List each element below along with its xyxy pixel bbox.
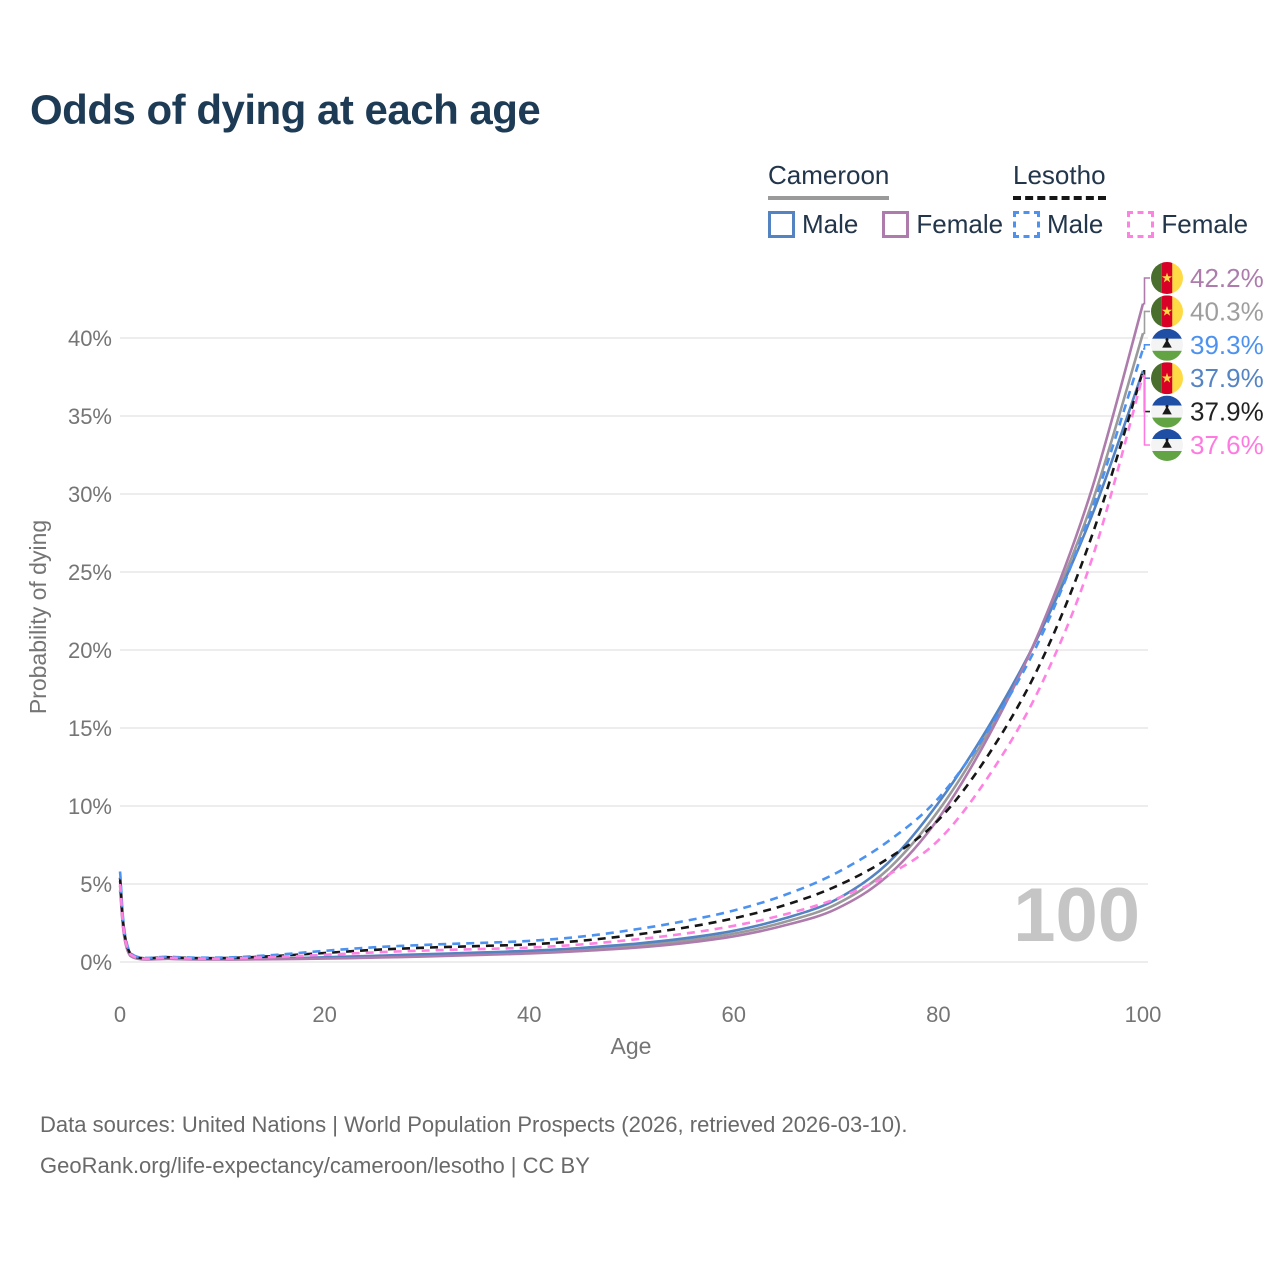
legend-header-lesotho: Lesotho	[1013, 160, 1106, 200]
lesotho-male-swatch-icon	[1013, 211, 1040, 238]
x-tick-label: 60	[722, 1002, 746, 1027]
x-tick-label: 0	[114, 1002, 126, 1027]
legend-header-cameroon: Cameroon	[768, 160, 890, 200]
legend-label-cameroon-female: Female	[916, 209, 1004, 239]
lesotho-flag-icon	[1151, 395, 1183, 428]
legend-items-lesotho: Male Female	[1013, 209, 1248, 240]
y-tick-label: 0%	[80, 950, 112, 975]
legend-items-cameroon: Male Female	[768, 209, 1003, 240]
end-label-value-2: 39.3%	[1190, 330, 1264, 360]
x-tick-label: 80	[926, 1002, 950, 1027]
y-tick-label: 35%	[68, 404, 112, 429]
leader-line-0	[1143, 277, 1150, 305]
legend-label-lesotho-male: Male	[1047, 209, 1104, 239]
y-tick-label: 40%	[68, 326, 112, 351]
series-line-lesotho-male[interactable]	[118, 348, 1145, 960]
legend-label-lesotho-female: Female	[1161, 209, 1249, 239]
lesotho-flag-icon	[1151, 429, 1183, 461]
end-label-value-1: 40.3%	[1190, 296, 1264, 326]
y-tick-label: 15%	[68, 716, 112, 741]
cameroon-male-swatch-icon	[768, 211, 795, 238]
legend-item-lesotho-male[interactable]: Male	[1013, 209, 1103, 240]
cameroon-flag-icon	[1151, 295, 1183, 328]
x-axis-title: Age	[611, 1033, 652, 1059]
lesotho-female-swatch-icon	[1127, 211, 1155, 238]
end-label-value-5: 37.6%	[1190, 430, 1264, 460]
source-line-1: Data sources: United Nations | World Pop…	[40, 1112, 908, 1137]
end-label-value-0: 42.2%	[1190, 263, 1264, 293]
legend-item-cameroon-female[interactable]: Female	[882, 209, 1003, 240]
plot-area[interactable]	[120, 295, 1148, 963]
legend-item-lesotho-female[interactable]: Female	[1127, 209, 1248, 240]
y-tick-label: 25%	[68, 560, 112, 585]
series-line-lesotho-both[interactable]	[118, 370, 1145, 960]
cameroon-flag-icon	[1151, 262, 1183, 294]
end-label-value-3: 37.9%	[1190, 363, 1264, 393]
x-tick-label: 20	[312, 1002, 336, 1027]
lesotho-flag-icon	[1151, 328, 1183, 361]
leader-line-5	[1143, 374, 1150, 446]
x-tick-label: 40	[517, 1002, 541, 1027]
page-title: Odds of dying at each age	[30, 86, 541, 133]
y-tick-label: 5%	[80, 872, 112, 897]
leader-line-1	[1143, 310, 1150, 335]
legend-item-cameroon-male[interactable]: Male	[768, 209, 858, 240]
cameroon-flag-icon	[1151, 362, 1183, 395]
source-line-2: GeoRank.org/life-expectancy/cameroon/les…	[40, 1153, 590, 1178]
series-line-lesotho-female[interactable]	[118, 375, 1145, 960]
source-block: Data sources: United Nations | World Pop…	[40, 1104, 907, 1186]
legend-label-cameroon-male: Male	[802, 209, 859, 239]
y-tick-label: 30%	[68, 482, 112, 507]
hover-age-watermark: 100	[1013, 873, 1140, 958]
cameroon-female-swatch-icon	[882, 211, 910, 238]
end-label-value-4: 37.9%	[1190, 397, 1264, 427]
y-tick-label: 10%	[68, 794, 112, 819]
legend-group-lesotho: Lesotho Male Female	[1013, 160, 1248, 240]
y-tick-label: 20%	[68, 638, 112, 663]
series-line-cameroon-female[interactable]	[118, 303, 1145, 961]
x-tick-label: 100	[1125, 1002, 1162, 1027]
legend-group-cameroon: Cameroon Male Female	[768, 160, 1003, 240]
leader-line-2	[1143, 343, 1150, 350]
y-axis-title: Probability of dying	[25, 520, 51, 714]
